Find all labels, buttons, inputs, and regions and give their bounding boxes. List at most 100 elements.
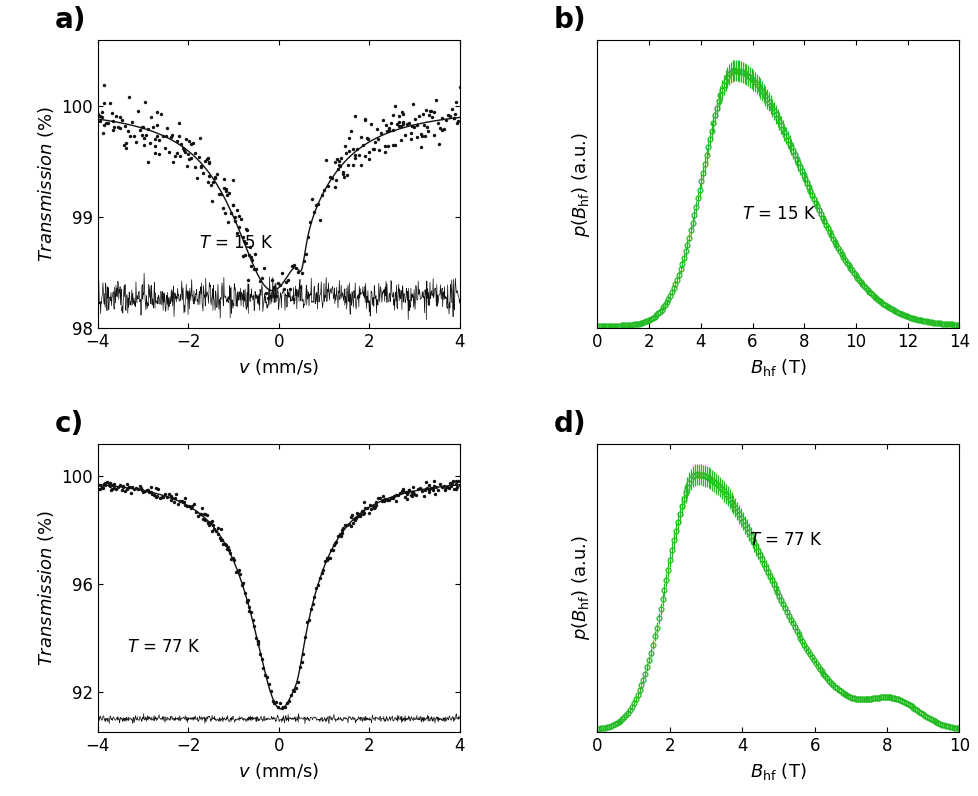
Point <box>135 120 151 133</box>
Point <box>332 528 347 540</box>
Point <box>229 203 244 216</box>
Point <box>339 158 355 171</box>
Point <box>172 150 188 163</box>
Point <box>257 669 273 681</box>
Point <box>191 151 206 164</box>
Point <box>284 260 299 273</box>
Point <box>414 127 429 140</box>
Point <box>218 182 234 195</box>
Point <box>422 482 438 494</box>
Point <box>383 117 399 130</box>
Point <box>319 554 334 567</box>
Point <box>318 154 333 166</box>
Point <box>109 482 124 495</box>
Point <box>436 484 452 497</box>
Point <box>266 280 282 293</box>
Point <box>323 170 338 183</box>
Point <box>112 111 128 123</box>
Point <box>168 488 184 501</box>
Point <box>236 577 251 590</box>
Point <box>391 487 407 500</box>
Point <box>278 275 293 288</box>
Point <box>218 539 234 552</box>
Point <box>369 123 384 135</box>
Point <box>237 248 252 261</box>
Point <box>282 283 297 295</box>
Point <box>412 482 427 494</box>
Point <box>397 490 413 503</box>
Point <box>186 498 201 510</box>
Point <box>143 481 158 494</box>
Point <box>211 187 227 200</box>
Point <box>414 485 429 498</box>
Point <box>195 166 210 179</box>
Point <box>429 483 445 496</box>
Point <box>276 283 291 295</box>
Point <box>375 494 390 507</box>
Point <box>98 116 113 129</box>
Point <box>424 483 440 496</box>
Point <box>232 567 247 579</box>
Point <box>242 240 257 253</box>
Point <box>176 143 192 156</box>
Point <box>334 166 350 178</box>
Point <box>193 508 208 521</box>
Point <box>119 478 135 490</box>
Point <box>102 97 117 110</box>
Point <box>421 483 436 496</box>
Point <box>204 515 220 528</box>
Point <box>199 509 214 522</box>
Point <box>385 139 401 151</box>
Point <box>429 117 445 130</box>
Point <box>193 160 208 173</box>
Point <box>243 259 258 272</box>
Point <box>316 184 332 197</box>
Point <box>92 115 108 127</box>
Point <box>417 484 432 497</box>
Point <box>424 482 440 494</box>
Text: $\mathit{T}$ = 15 K: $\mathit{T}$ = 15 K <box>200 233 273 252</box>
Point <box>442 477 458 490</box>
Point <box>163 128 179 141</box>
Point <box>331 154 346 167</box>
Point <box>298 248 314 260</box>
Point <box>147 489 162 501</box>
Point <box>350 148 366 161</box>
Point <box>96 79 111 92</box>
Point <box>401 483 417 496</box>
Point <box>368 495 383 508</box>
Point <box>348 507 364 520</box>
Point <box>201 170 217 183</box>
Point <box>378 494 394 506</box>
Point <box>198 507 213 520</box>
Point <box>295 648 311 661</box>
Point <box>283 689 298 701</box>
Point <box>353 158 369 171</box>
Point <box>166 495 182 508</box>
Point <box>250 638 266 650</box>
Point <box>164 156 180 169</box>
Point <box>297 630 313 643</box>
Point <box>241 604 256 617</box>
Point <box>327 181 342 193</box>
Point <box>310 579 326 591</box>
Point <box>102 477 117 490</box>
Point <box>395 118 411 131</box>
Point <box>224 551 240 564</box>
Point <box>441 109 457 122</box>
Point <box>329 153 344 166</box>
Point <box>177 146 193 158</box>
Point <box>419 482 434 494</box>
Point <box>314 189 330 201</box>
Point <box>251 275 267 287</box>
Point <box>107 478 122 490</box>
Point <box>192 131 207 144</box>
Point <box>335 171 351 184</box>
Point <box>101 477 116 490</box>
Point <box>314 566 330 579</box>
Point <box>163 490 179 502</box>
Point <box>172 494 188 507</box>
Point <box>359 502 375 515</box>
Point <box>391 109 407 122</box>
Point <box>294 266 310 279</box>
